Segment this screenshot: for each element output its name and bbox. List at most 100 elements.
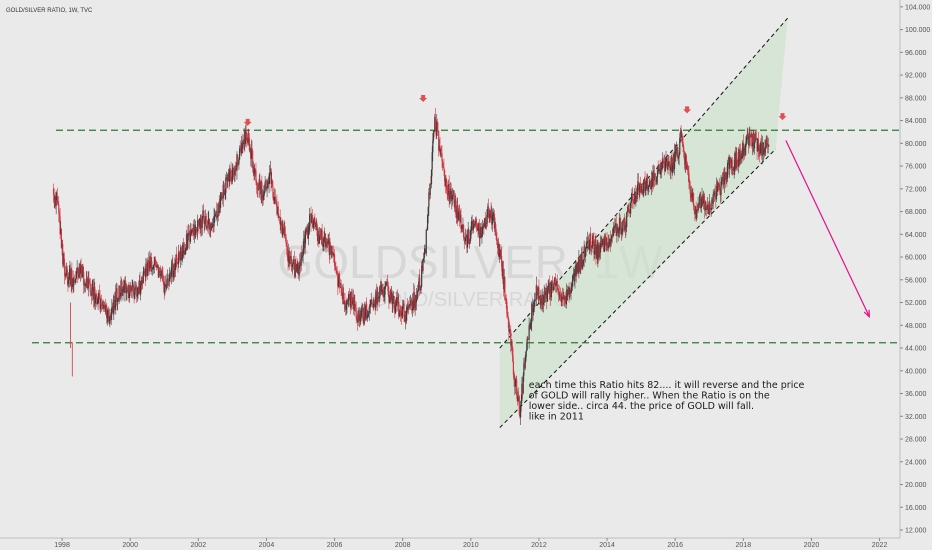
candle-body [219, 202, 221, 208]
candle-body [634, 191, 636, 204]
candle-body [489, 213, 492, 218]
candle-body [687, 170, 689, 174]
candle-body [255, 170, 257, 182]
candle-body [551, 282, 553, 283]
candle-body [706, 208, 708, 210]
y-axis[interactable]: 104.000 100.000 96.000 92.000 88.000 84.000 80… [899, 0, 932, 550]
projection-arrow-line[interactable] [785, 140, 870, 318]
candle-body [561, 296, 563, 302]
annotation-line: each time this Ratio hits 82.... it will… [529, 380, 805, 391]
candle-body [518, 396, 520, 414]
candle-body [643, 179, 645, 193]
candle-body [257, 189, 260, 190]
candle-body [440, 153, 442, 154]
candle-body [291, 263, 293, 267]
candle-body [87, 277, 89, 289]
candle-body [455, 214, 458, 218]
candle-body [654, 173, 656, 176]
candle-body [153, 264, 155, 267]
candle-body [605, 241, 607, 246]
candle-body [616, 231, 618, 236]
candle-body [553, 282, 555, 291]
candle-body [565, 290, 568, 305]
candle-body [635, 195, 637, 204]
candle-body [62, 244, 64, 265]
candle-body [327, 241, 329, 245]
candle-body [281, 225, 283, 235]
candle-body [434, 116, 437, 121]
candle-body [295, 264, 298, 272]
candle-body [571, 286, 573, 290]
channel-lower-line[interactable] [499, 148, 777, 428]
candle-body [350, 291, 352, 308]
candle-body [596, 247, 598, 260]
candle-body [523, 363, 526, 369]
candle-body [688, 181, 691, 186]
down-arrow-marker[interactable] [243, 118, 252, 126]
candle-body [657, 166, 659, 172]
candle-body [144, 273, 146, 277]
candle-body [359, 314, 361, 322]
candle-body [355, 307, 357, 318]
channel-fill [499, 18, 788, 428]
candle-body [672, 156, 674, 166]
candle-body [449, 195, 451, 199]
candle-body [113, 295, 115, 315]
candle-body [443, 167, 445, 170]
candle-body [199, 218, 201, 227]
y-tick-label: 36.000 [905, 391, 927, 398]
candle-body [698, 203, 700, 205]
candle-body [683, 150, 685, 160]
candle-body [482, 224, 484, 227]
candle-body [738, 149, 740, 167]
y-tick-label: 92.000 [905, 73, 927, 80]
candle-body [123, 285, 125, 293]
candle-body [107, 309, 110, 321]
candle-body [63, 253, 65, 264]
candle-body [254, 168, 256, 171]
candle-body [278, 216, 281, 218]
candle-body [200, 219, 203, 228]
candle-body [732, 167, 734, 171]
candle-body [96, 295, 98, 305]
candle-body [656, 166, 659, 178]
candle-body [343, 292, 345, 304]
down-arrow-marker[interactable] [778, 113, 787, 121]
down-arrow-marker[interactable] [419, 94, 428, 102]
candle-body [578, 258, 581, 272]
candle-body [242, 143, 245, 144]
candle-body [518, 396, 520, 397]
candle-body [427, 206, 429, 216]
candle-body [97, 298, 99, 303]
candle-body [276, 202, 278, 214]
candle-body [681, 136, 683, 138]
candle-body [734, 153, 736, 167]
candle-body [59, 216, 61, 235]
candle-body [410, 300, 412, 306]
down-arrow-marker[interactable] [683, 106, 692, 114]
candle-body [705, 202, 707, 209]
candle-body [419, 289, 421, 291]
candle-body [186, 234, 188, 248]
candle-body [378, 297, 380, 299]
candle-body [564, 296, 566, 302]
candle-body [54, 196, 57, 206]
candle-body [660, 169, 662, 174]
candle-body [92, 286, 94, 288]
candle-body [621, 229, 623, 233]
candle-body [251, 148, 253, 151]
candle-body [612, 235, 614, 237]
candle-body [664, 162, 666, 172]
candle-body [423, 252, 425, 258]
candle-body [542, 295, 544, 305]
candle-body [166, 278, 169, 280]
candle-body [519, 413, 521, 418]
candle-body [328, 239, 330, 256]
y-tick-label: 88.000 [905, 95, 927, 102]
candle-body [243, 134, 245, 144]
candle-body [745, 141, 747, 148]
candle-body [379, 287, 381, 299]
candle-body [533, 301, 535, 307]
candle-body [437, 130, 439, 132]
candle-body [143, 271, 146, 274]
